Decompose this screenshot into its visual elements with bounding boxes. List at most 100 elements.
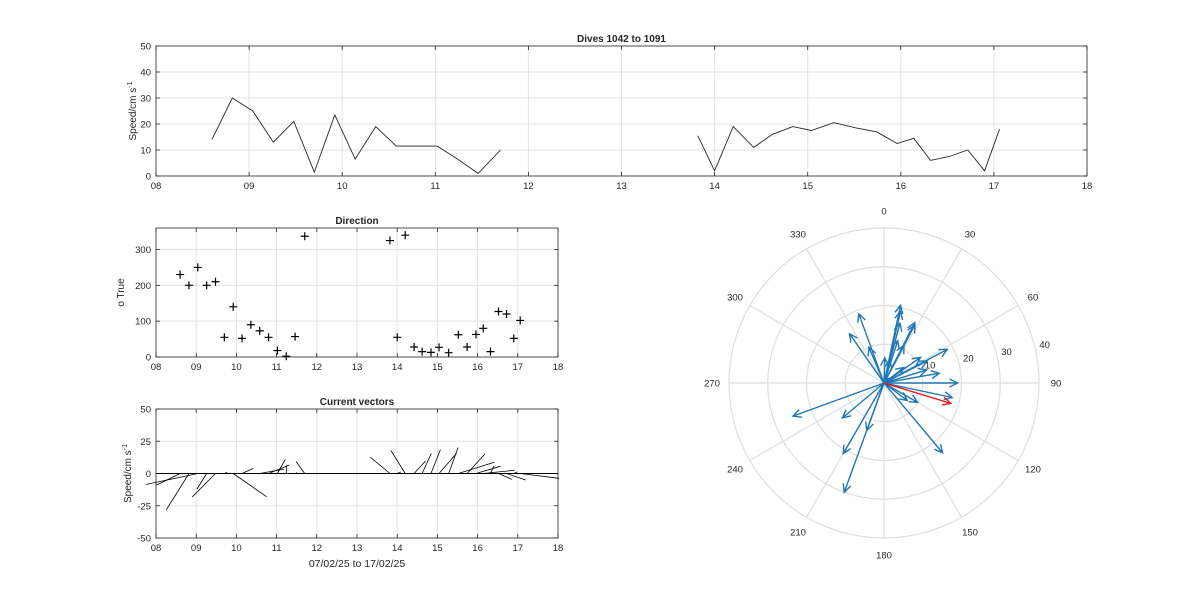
direction-point <box>471 330 480 339</box>
compass-arrow <box>883 359 893 384</box>
y-axis-label-text: Speed/cm s <box>128 88 139 141</box>
chart-title: Current vectors <box>320 397 395 408</box>
x-axis-label: 07/02/25 to 17/02/25 <box>309 558 405 570</box>
compass-arrow <box>841 382 885 419</box>
direction-point <box>479 324 488 333</box>
x-tick-label: 13 <box>352 362 363 373</box>
y-axis-label-superscript: -1 <box>127 81 134 87</box>
direction-point <box>454 330 463 339</box>
polar-spoke <box>805 248 885 384</box>
direction-point <box>435 343 444 352</box>
compass-arrow <box>883 377 892 384</box>
current-vector <box>224 472 228 474</box>
direction-point <box>255 326 264 335</box>
y-axis-label: Speed/cm s-1 <box>127 81 139 140</box>
x-tick-label: 13 <box>352 543 363 554</box>
polar-spoke <box>749 304 885 384</box>
current-vector <box>259 468 285 474</box>
x-tick-label: 12 <box>523 181 534 192</box>
current-vector <box>268 464 290 474</box>
current-vector <box>232 473 267 498</box>
direction-point <box>385 236 394 245</box>
y-tick-label: 10 <box>140 146 151 157</box>
radial-tick-label: 40 <box>1039 340 1050 351</box>
x-tick-label: 12 <box>312 543 323 554</box>
speed-line-segment <box>211 97 501 174</box>
current-vector <box>295 461 306 474</box>
x-tick-label: 10 <box>231 543 242 554</box>
x-tick-label: 14 <box>709 181 720 192</box>
compass-arrow <box>883 367 929 384</box>
x-tick-label: 11 <box>272 362 282 373</box>
current-vector <box>483 469 515 474</box>
x-tick-label: 09 <box>191 543 202 554</box>
y-tick-label: 50 <box>140 405 151 416</box>
x-tick-label: 09 <box>191 362 202 373</box>
compass-arrow <box>842 382 885 455</box>
radial-tick-label: 20 <box>963 354 974 365</box>
y-tick-label: 0 <box>146 469 151 480</box>
direction-point <box>509 334 518 343</box>
current-vector <box>241 467 254 474</box>
current-vector <box>506 473 526 481</box>
y-tick-label: 0 <box>146 172 151 183</box>
y-axis-label: Speed/cm s-1 <box>122 444 134 503</box>
current-vector <box>370 456 391 474</box>
direction-point <box>426 348 435 357</box>
direction-point <box>502 310 511 318</box>
compass-arrow <box>884 378 960 388</box>
direction-point <box>184 281 193 290</box>
angle-label: 300 <box>727 293 743 304</box>
direction-point <box>393 333 402 342</box>
x-tick-label: 16 <box>896 181 907 192</box>
direction-point <box>463 342 472 351</box>
direction-point <box>220 333 229 342</box>
x-tick-label: 15 <box>432 543 443 554</box>
current-vector <box>475 465 501 474</box>
current-vector <box>285 465 288 474</box>
x-tick-label: 12 <box>312 362 323 373</box>
direction-point <box>273 346 282 355</box>
x-tick-label: 18 <box>553 362 564 373</box>
mean-compass-arrow <box>883 382 953 406</box>
x-tick-label: 15 <box>432 362 443 373</box>
current-vector <box>421 453 432 474</box>
direction-point <box>494 307 503 316</box>
y-tick-label: 100 <box>135 317 151 328</box>
polar-spoke <box>883 304 1019 384</box>
current-vector <box>448 447 459 474</box>
current-vector <box>165 473 190 511</box>
polar-spoke <box>883 382 963 518</box>
x-tick-label: 15 <box>802 181 813 192</box>
angle-label: 120 <box>1025 465 1041 476</box>
current-vector <box>490 465 495 474</box>
compass-arrow <box>883 323 916 384</box>
current-vector <box>156 473 181 486</box>
y-axis-label-text: o True <box>116 278 127 307</box>
compass-arrow <box>883 370 941 384</box>
x-tick-label: 13 <box>616 181 627 192</box>
current-vector <box>498 473 512 480</box>
y-tick-label: 0 <box>146 353 151 364</box>
angle-label: 210 <box>790 527 806 538</box>
compass-arrow <box>883 382 919 404</box>
current-vector <box>520 473 560 479</box>
compass-arrow <box>857 312 885 384</box>
x-tick-label: 17 <box>513 543 524 554</box>
angle-label: 270 <box>704 379 720 390</box>
chart-title: Direction <box>335 216 378 227</box>
direction-point <box>282 352 291 361</box>
compass-arrow <box>883 360 929 384</box>
y-tick-label: 300 <box>135 245 151 256</box>
direction-point <box>202 281 211 290</box>
angle-label: 240 <box>727 465 743 476</box>
chart-title: Dives 1042 to 1091 <box>577 34 666 45</box>
radial-tick-label: 10 <box>925 360 936 371</box>
current-vector <box>277 459 286 474</box>
y-tick-label: 200 <box>135 281 151 292</box>
chart-0: 08 09 10 11 12 13 14 15 16 17 18 0 10 20 30 40 50 Dives 1… <box>127 34 1092 192</box>
x-tick-label: 14 <box>392 543 403 554</box>
y-tick-label: -50 <box>137 534 151 545</box>
direction-point <box>264 333 273 342</box>
